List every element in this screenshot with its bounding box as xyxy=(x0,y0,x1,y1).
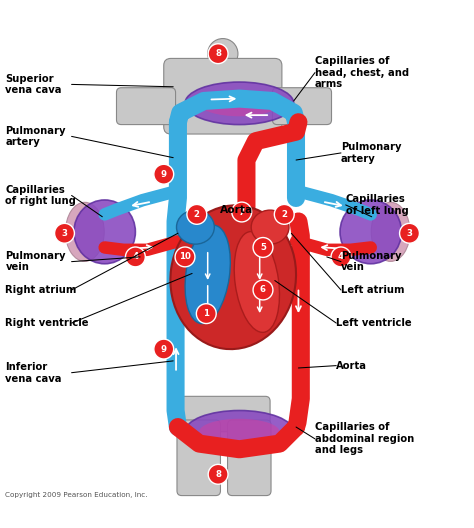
Circle shape xyxy=(400,223,419,243)
Ellipse shape xyxy=(170,205,296,349)
Ellipse shape xyxy=(234,232,280,332)
Text: Pulmonary
artery: Pulmonary artery xyxy=(341,142,401,164)
Ellipse shape xyxy=(176,210,214,244)
Ellipse shape xyxy=(185,82,294,125)
Ellipse shape xyxy=(185,225,230,324)
Circle shape xyxy=(274,204,294,224)
Circle shape xyxy=(175,247,195,267)
Ellipse shape xyxy=(199,90,280,116)
Text: Pulmonary
artery: Pulmonary artery xyxy=(5,126,66,147)
Circle shape xyxy=(253,238,273,257)
Circle shape xyxy=(55,223,74,243)
Text: Aorta: Aorta xyxy=(220,205,254,215)
Text: Right atrium: Right atrium xyxy=(5,285,77,295)
Text: Inferior
vena cava: Inferior vena cava xyxy=(5,362,62,383)
Ellipse shape xyxy=(65,202,104,261)
Text: 4: 4 xyxy=(338,252,344,261)
FancyBboxPatch shape xyxy=(273,88,331,125)
Text: 2: 2 xyxy=(194,210,200,219)
Text: Capillaries
of left lung: Capillaries of left lung xyxy=(346,194,409,216)
Circle shape xyxy=(154,164,173,184)
Text: Left atrium: Left atrium xyxy=(341,285,404,295)
Text: Capillaries of
abdominal region
and legs: Capillaries of abdominal region and legs xyxy=(315,422,414,456)
Text: Right ventricle: Right ventricle xyxy=(5,318,89,328)
Text: 7: 7 xyxy=(239,208,245,216)
Text: 5: 5 xyxy=(260,243,266,252)
Text: 3: 3 xyxy=(407,229,412,238)
FancyBboxPatch shape xyxy=(117,88,175,125)
Text: Pulmonary
vein: Pulmonary vein xyxy=(341,251,401,272)
Circle shape xyxy=(196,304,216,324)
Circle shape xyxy=(154,339,173,359)
Ellipse shape xyxy=(199,419,280,445)
Circle shape xyxy=(187,204,207,224)
Circle shape xyxy=(208,39,238,69)
Text: 10: 10 xyxy=(179,252,191,261)
Circle shape xyxy=(253,280,273,300)
Ellipse shape xyxy=(371,202,410,261)
Text: 9: 9 xyxy=(161,169,167,178)
Circle shape xyxy=(208,44,228,63)
Text: Capillaries of
head, chest, and
arms: Capillaries of head, chest, and arms xyxy=(315,56,409,89)
Ellipse shape xyxy=(185,410,294,453)
Text: Capillaries
of right lung: Capillaries of right lung xyxy=(5,185,76,206)
Ellipse shape xyxy=(251,210,289,244)
Ellipse shape xyxy=(340,200,401,264)
FancyBboxPatch shape xyxy=(164,59,282,134)
Circle shape xyxy=(331,247,351,267)
Text: 8: 8 xyxy=(215,49,221,58)
Circle shape xyxy=(232,202,252,222)
Text: 9: 9 xyxy=(161,345,167,354)
FancyBboxPatch shape xyxy=(178,397,270,432)
Text: 4: 4 xyxy=(132,252,138,261)
Text: Superior
vena cava: Superior vena cava xyxy=(5,73,62,95)
Circle shape xyxy=(126,247,146,267)
Ellipse shape xyxy=(74,200,136,264)
Text: 1: 1 xyxy=(203,309,210,318)
FancyBboxPatch shape xyxy=(177,420,220,496)
Text: Aorta: Aorta xyxy=(336,361,367,371)
Text: 2: 2 xyxy=(281,210,287,219)
Text: Copyright 2009 Pearson Education, Inc.: Copyright 2009 Pearson Education, Inc. xyxy=(5,492,148,498)
Text: 6: 6 xyxy=(260,286,266,295)
Text: 8: 8 xyxy=(215,470,221,479)
Circle shape xyxy=(208,465,228,484)
Text: Pulmonary
vein: Pulmonary vein xyxy=(5,251,66,272)
Text: 3: 3 xyxy=(62,229,67,238)
FancyBboxPatch shape xyxy=(228,420,271,496)
Text: Left ventricle: Left ventricle xyxy=(336,318,412,328)
